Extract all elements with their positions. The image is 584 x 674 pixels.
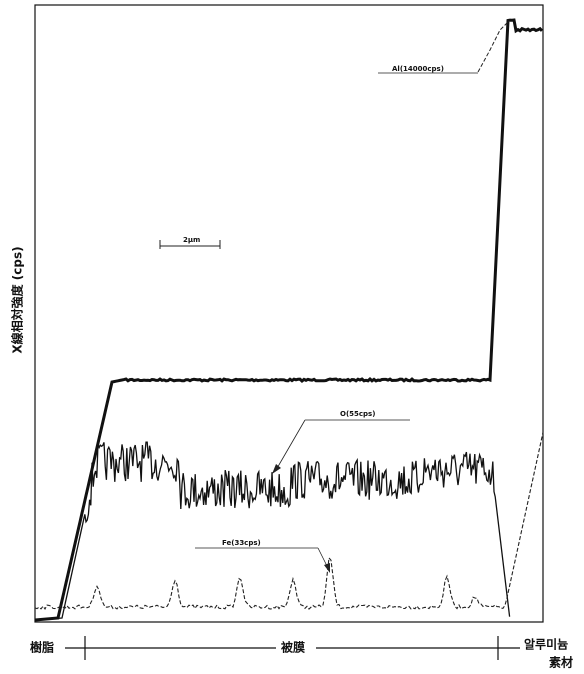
region-label: 被膜: [281, 640, 305, 655]
plot-frame: [34, 4, 544, 623]
annotation: O(55cps): [340, 410, 375, 418]
region-label: 樹脂: [30, 640, 54, 655]
curve: [34, 441, 511, 621]
arrow-head: [324, 563, 330, 573]
curves: [34, 18, 544, 622]
annotation: Fe(33cps): [222, 539, 261, 547]
region-label: 알루미늄: [524, 637, 568, 652]
curve: [34, 18, 544, 622]
scale-label: 2μm: [183, 236, 200, 244]
label-bg: [276, 640, 316, 656]
region-label: 素材: [549, 655, 573, 670]
y-axis-label: X線相対強度 (cps): [10, 246, 25, 353]
arrow-head: [272, 464, 281, 474]
curve: [34, 432, 544, 611]
annotation: Al(14000cps): [392, 65, 444, 73]
curve: [477, 21, 509, 73]
leader-line: [275, 419, 306, 471]
